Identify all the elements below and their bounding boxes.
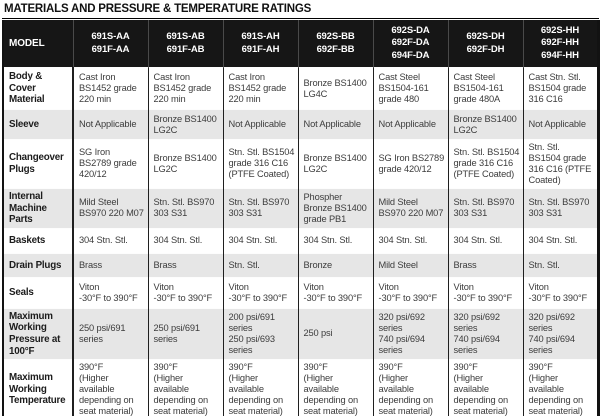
table-cell: 304 Stn. Stl. [523, 227, 599, 254]
table-cell: 304 Stn. Stl. [298, 227, 374, 254]
row-body-cover-material: Body & Cover Material Cast Iron BS1452 g… [3, 67, 599, 110]
model-header: MODEL [3, 20, 74, 68]
materials-ratings-table: MODEL 691S-AA 691F-AA 691S-AB 691F-AB 69… [2, 20, 600, 416]
table-cell: 304 Stn. Stl. [73, 227, 149, 254]
table-cell: SG Iron BS2789 grade 420/12 [73, 139, 149, 189]
table-cell: Cast Steel BS1504-161 grade 480 [373, 67, 449, 110]
table-cell: 304 Stn. Stl. [148, 227, 224, 254]
table-cell: 390°F (Higher available depending on sea… [373, 359, 449, 416]
table-cell: Bronze BS1400 LG2C [448, 109, 524, 140]
table-cell: 304 Stn. Stl. [223, 227, 299, 254]
table-cell: Not Applicable [223, 109, 299, 140]
row-label: Body & Cover Material [3, 67, 74, 110]
table-cell: Cast Steel BS1504-161 grade 480A [448, 67, 524, 110]
row-label: Maximum Working Pressure at 100°F [3, 307, 74, 360]
row-label: Maximum Working Temperature [3, 359, 74, 416]
table-cell: Stn. Stl. BS1504 grade 316 C16 (PTFE Coa… [448, 139, 524, 189]
table-cell: 390°F (Higher available depending on sea… [223, 359, 299, 416]
table-cell: Mild Steel BS970 220 M07 [373, 187, 449, 229]
row-seals: Seals Viton -30°F to 390°F Viton -30°F t… [3, 276, 599, 309]
row-baskets: Baskets 304 Stn. Stl. 304 Stn. Stl. 304 … [3, 227, 599, 254]
row-label: Seals [3, 276, 74, 309]
table-cell: Cast Iron BS1452 grade 220 min [223, 67, 299, 110]
row-max-working-temperature: Maximum Working Temperature 390°F (Highe… [3, 359, 599, 416]
table-cell: 200 psi/691 series 250 psi/693 series [223, 307, 299, 360]
table-cell: Viton -30°F to 390°F [448, 276, 524, 309]
table-cell: Stn. Stl. BS1504 grade 316 C16 (PTFE Coa… [223, 139, 299, 189]
column-header-691s-ab: 691S-AB 691F-AB [148, 20, 224, 68]
row-max-working-pressure: Maximum Working Pressure at 100°F 250 ps… [3, 307, 599, 360]
table-cell: Cast Iron BS1452 grade 220 min [148, 67, 224, 110]
row-label: Sleeve [3, 109, 74, 140]
row-drain-plugs: Drain Plugs Brass Brass Stn. Stl. Bronze… [3, 252, 599, 278]
page-title: MATERIALS AND PRESSURE & TEMPERATURE RAT… [2, 1, 599, 19]
table-cell: Stn. Stl. [223, 252, 299, 278]
table-cell: Phospher Bronze BS1400 grade PB1 [298, 187, 374, 229]
row-label: Changeover Plugs [3, 139, 74, 189]
column-header-692s-da: 692S-DA 692F-DA 694F-DA [373, 20, 449, 68]
table-cell: Bronze BS1400 LG2C [298, 139, 374, 189]
table-cell: 320 psi/692 series 740 psi/694 series [523, 307, 599, 360]
table-cell: 390°F (Higher available depending on sea… [148, 359, 224, 416]
table-cell: Cast Stn. Stl. BS1504 grade 316 C16 [523, 67, 599, 110]
table-cell: 304 Stn. Stl. [373, 227, 449, 254]
table-cell: Viton -30°F to 390°F [523, 276, 599, 309]
table-cell: Bronze [298, 252, 374, 278]
row-sleeve: Sleeve Not Applicable Bronze BS1400 LG2C… [3, 109, 599, 140]
table-cell: Bronze BS1400 LG4C [298, 67, 374, 110]
table-cell: 250 psi/691 series [148, 307, 224, 360]
table-cell: Brass [148, 252, 224, 278]
table-cell: Viton -30°F to 390°F [223, 276, 299, 309]
table-cell: 250 psi/691 series [73, 307, 149, 360]
table-cell: Brass [73, 252, 149, 278]
table-cell: Cast Iron BS1452 grade 220 min [73, 67, 149, 110]
header-row: MODEL 691S-AA 691F-AA 691S-AB 691F-AB 69… [3, 20, 599, 68]
table-cell: SG Iron BS2789 grade 420/12 [373, 139, 449, 189]
column-header-692s-dh: 692S-DH 692F-DH [448, 20, 524, 68]
table-cell: 304 Stn. Stl. [448, 227, 524, 254]
table-cell: Not Applicable [298, 109, 374, 140]
table-cell: Stn. Stl. BS970 303 S31 [148, 187, 224, 229]
table-cell: 320 psi/692 series 740 psi/694 series [373, 307, 449, 360]
table-cell: 320 psi/692 series 740 psi/694 series [448, 307, 524, 360]
table-cell: 390°F (Higher available depending on sea… [298, 359, 374, 416]
table-cell: Mild Steel [373, 252, 449, 278]
table-cell: 390°F (Higher available depending on sea… [523, 359, 599, 416]
table-cell: Viton -30°F to 390°F [73, 276, 149, 309]
row-label: Internal Machine Parts [3, 187, 74, 229]
table-cell: Viton -30°F to 390°F [373, 276, 449, 309]
table-cell: Stn. Stl. BS970 303 S31 [523, 187, 599, 229]
row-label: Baskets [3, 227, 74, 254]
row-changeover-plugs: Changeover Plugs SG Iron BS2789 grade 42… [3, 139, 599, 189]
table-cell: Viton -30°F to 390°F [148, 276, 224, 309]
table-cell: 390°F (Higher available depending on sea… [448, 359, 524, 416]
table-cell: Viton -30°F to 390°F [298, 276, 374, 309]
table-cell: Stn. Stl. BS970 303 S31 [448, 187, 524, 229]
column-header-691s-aa: 691S-AA 691F-AA [73, 20, 149, 68]
table-cell: Brass [448, 252, 524, 278]
row-internal-machine-parts: Internal Machine Parts Mild Steel BS970 … [3, 187, 599, 229]
table-cell: 390°F (Higher available depending on sea… [73, 359, 149, 416]
table-cell: Bronze BS1400 LG2C [148, 109, 224, 140]
table-cell: Not Applicable [523, 109, 599, 140]
table-cell: 250 psi [298, 307, 374, 360]
table-cell: Stn. Stl. [523, 252, 599, 278]
table-cell: Bronze BS1400 LG2C [148, 139, 224, 189]
column-header-691s-ah: 691S-AH 691F-AH [223, 20, 299, 68]
table-cell: Not Applicable [373, 109, 449, 140]
table-cell: Stn. Stl. BS970 303 S31 [223, 187, 299, 229]
column-header-692s-bb: 692S-BB 692F-BB [298, 20, 374, 68]
row-label: Drain Plugs [3, 252, 74, 278]
table-cell: Mild Steel BS970 220 M07 [73, 187, 149, 229]
table-cell: Stn. Stl. BS1504 grade 316 C16 (PTFE Coa… [523, 139, 599, 189]
table-cell: Not Applicable [73, 109, 149, 140]
column-header-692s-hh: 692S-HH 692F-HH 694F-HH [523, 20, 599, 68]
